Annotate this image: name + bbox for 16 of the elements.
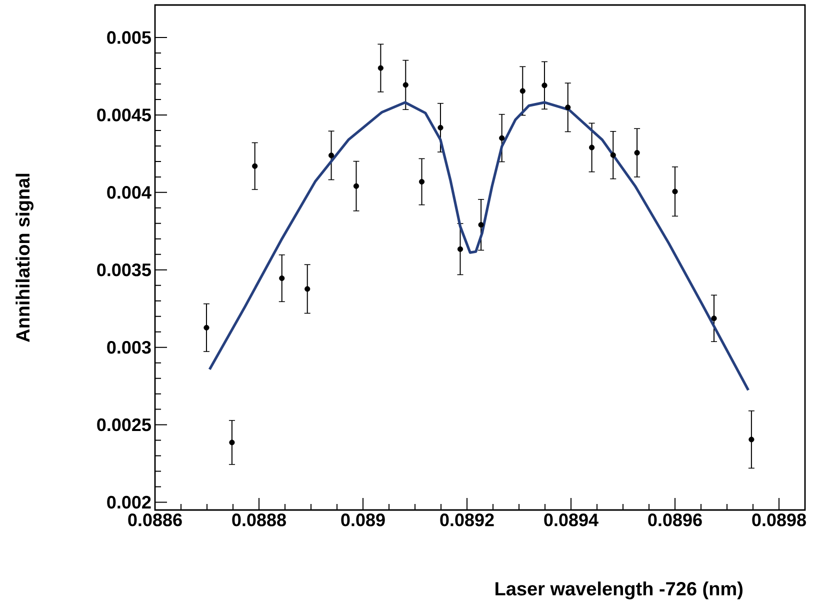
x-tick-label: 0.0886 bbox=[128, 514, 182, 526]
y-tick-label: 0.005 bbox=[107, 31, 151, 44]
y-axis-title: Annihilation signal bbox=[16, 174, 34, 342]
x-tick-label: 0.089 bbox=[341, 514, 385, 526]
y-tick-label: 0.004 bbox=[107, 186, 152, 199]
y-tick-label: 0.0045 bbox=[97, 108, 151, 122]
y-tick-label: 0.0035 bbox=[97, 263, 151, 276]
x-tick-label: 0.0894 bbox=[544, 514, 598, 526]
x-tick-label: 0.0896 bbox=[648, 514, 702, 526]
x-tick-label: 0.0888 bbox=[232, 514, 286, 526]
x-tick-label: 0.0892 bbox=[440, 514, 494, 526]
x-tick-label: 0.0898 bbox=[752, 514, 806, 526]
x-axis-title: Laser wavelength -726 (nm) bbox=[496, 582, 742, 600]
y-tick-label: 0.002 bbox=[107, 496, 151, 509]
y-tick-label: 0.0025 bbox=[97, 418, 151, 432]
y-tick-label: 0.003 bbox=[107, 340, 151, 354]
